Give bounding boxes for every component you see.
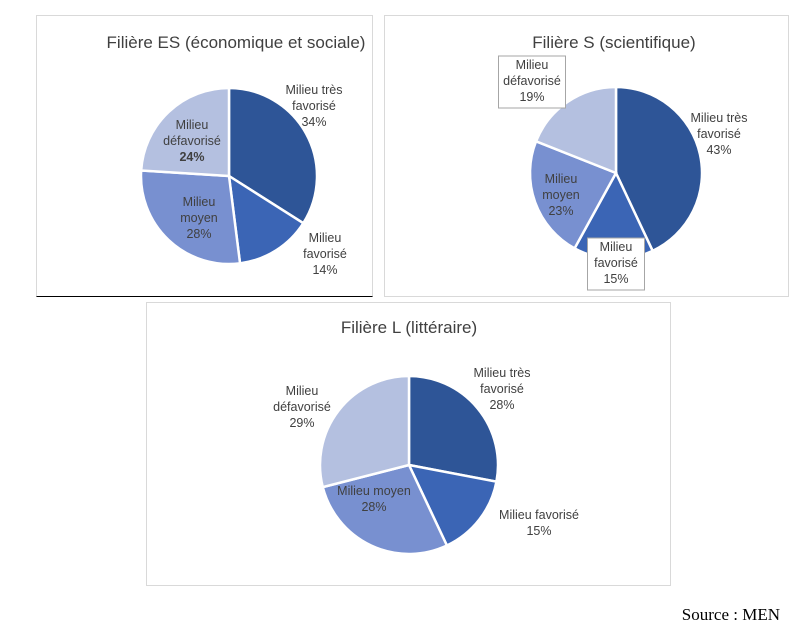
slice-label-l-3: Milieu moyen 28% — [337, 484, 411, 514]
pie-slice-l-3 — [321, 463, 449, 556]
slice-label-es-4: Milieu défavorisé 24% — [163, 118, 221, 164]
slice-label-s-2: Milieu favorisé 15% — [594, 240, 638, 286]
slice-label-l-1: Milieu très favorisé 28% — [474, 366, 531, 412]
pie-slice-l-4 — [318, 374, 411, 489]
slice-label-es-3: Milieu moyen 28% — [180, 195, 218, 241]
source-note: Source : MEN — [681, 605, 780, 624]
slice-label-l-2: Milieu favorisé 15% — [499, 508, 579, 538]
pie-slice-l-1 — [407, 374, 500, 484]
pie-slice-es-2 — [227, 173, 306, 265]
slice-label-box-s-4 — [498, 55, 566, 109]
slice-label-s-1: Milieu très favorisé 43% — [691, 111, 748, 157]
chart-panel-l: Filière L (littéraire) Milieu très favoris… — [146, 302, 671, 586]
chart-panel-es: Filière ES (économique et sociale) Milieu… — [36, 15, 373, 297]
pie-chart-l: Filière L (littéraire) Milieu très favoris… — [273, 318, 579, 556]
pie-slice-es-3 — [139, 169, 242, 266]
chart-title-s: Filière S (scientifique) — [532, 33, 695, 52]
slice-label-box-s-2 — [587, 237, 645, 291]
slice-label-es-1: Milieu très favorisé 34% — [286, 83, 343, 129]
pie-slice-s-1 — [614, 85, 704, 253]
pie-slice-es-4 — [139, 86, 231, 178]
slice-label-s-3: Milieu moyen 23% — [542, 172, 580, 218]
pie-chart-es: Filière ES (économique et sociale) Milieu… — [107, 33, 366, 277]
chart-title-es: Filière ES (économique et sociale) — [107, 33, 366, 52]
slice-label-l-4: Milieu défavorisé 29% — [273, 384, 331, 430]
chart-panel-s: Filière S (scientifique) Milieu très favor… — [384, 15, 789, 297]
pie-chart-s: Filière S (scientifique) Milieu très favor… — [498, 33, 748, 291]
slice-label-s-4: Milieu défavorisé 19% — [503, 58, 561, 104]
pie-slice-s-3 — [528, 139, 618, 251]
pie-slice-s-4 — [534, 85, 618, 175]
slice-label-es-2: Milieu favorisé 14% — [303, 231, 347, 277]
pie-slice-l-2 — [406, 463, 498, 548]
chart-title-l: Filière L (littéraire) — [341, 318, 477, 337]
